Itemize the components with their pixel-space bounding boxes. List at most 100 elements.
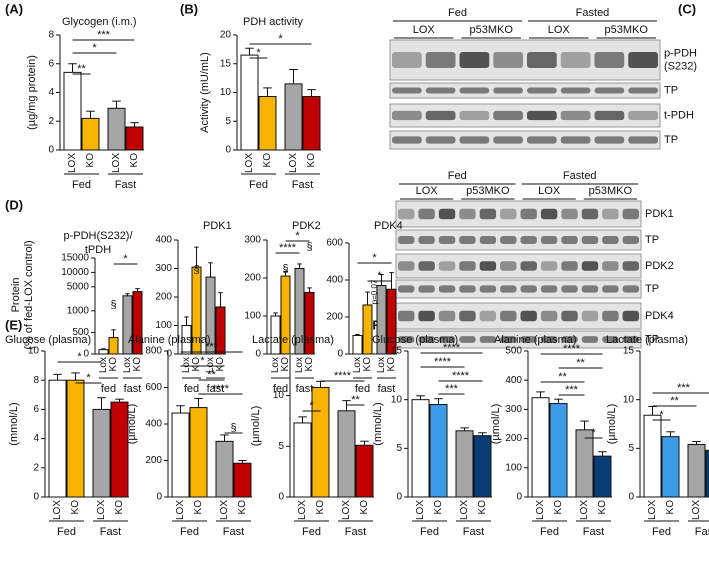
annotation: ** [558, 371, 567, 383]
blot-band [561, 285, 578, 293]
y-axis-label: (µmol/L) [606, 404, 618, 445]
blot-band [594, 87, 625, 94]
y-tick-label: 5000 [67, 281, 90, 292]
y-tick-label: 300 [505, 404, 522, 415]
y-tick-label: 6 [48, 58, 54, 69]
y-tick-label: 0 [48, 145, 54, 156]
panel-label: (D) [5, 197, 23, 212]
bar [311, 386, 330, 498]
bar [549, 403, 568, 498]
y-tick-label: 15 [220, 58, 232, 69]
y-tick-label: 200 [155, 292, 172, 303]
bar [125, 126, 144, 151]
group-label: Fed [420, 526, 439, 538]
y-tick-label: 200 [145, 455, 162, 466]
annotation: *** [445, 383, 459, 395]
blot-band [561, 208, 578, 220]
blot-band [479, 336, 497, 343]
group-label: fed [355, 383, 370, 395]
x-tick-label: KO [477, 500, 488, 515]
blot-band [398, 310, 415, 322]
bar [270, 315, 281, 355]
annotation: ** [207, 369, 216, 381]
group-label: Fast [345, 526, 366, 538]
blot-band [581, 336, 599, 343]
y-axis-label: (mmol/L) [372, 402, 384, 445]
annotation: p=0.07 [370, 279, 379, 304]
group-label: Fed [249, 179, 268, 191]
bar [531, 397, 550, 498]
blot-band [527, 110, 557, 121]
x-tick-label: KO [362, 357, 373, 372]
annotation: * [123, 253, 128, 265]
blot-row-label: PDK4 [645, 310, 674, 322]
blot-band [418, 285, 435, 293]
blot-row-label: PDK2 [645, 260, 674, 272]
y-tick-label: 0 [156, 492, 162, 503]
blot-band [520, 261, 537, 271]
y-tick-label: 500 [505, 346, 522, 357]
blot-band [561, 310, 578, 322]
group-label: Fast [292, 179, 313, 191]
x-tick-label: LOX [297, 500, 308, 520]
blot-band [602, 336, 619, 343]
y-tick-label: 8 [48, 30, 54, 41]
blot-band [581, 208, 599, 220]
x-tick-label: Lox [294, 357, 305, 373]
blot-band [602, 208, 619, 220]
blot-group-label: Fed [448, 170, 467, 182]
bar [411, 399, 430, 498]
x-tick-label: KO [132, 357, 143, 372]
annotation: * [309, 400, 314, 412]
annotation: *** [677, 382, 691, 394]
group-label: Fed [652, 526, 671, 538]
group-label: Fast [583, 526, 604, 538]
bar [107, 107, 126, 151]
blot-band [594, 136, 625, 144]
y-tick-label: 0 [225, 145, 231, 156]
x-tick-label: KO [108, 357, 119, 372]
y-tick-label: 100 [155, 320, 172, 331]
blot-band [493, 110, 523, 121]
blot-band [540, 236, 558, 244]
annotation: *** [97, 29, 111, 41]
y-tick-label: 0 [337, 349, 343, 360]
x-tick-label: KO [280, 357, 291, 372]
chart-title: p-PDH(S232)/ [63, 230, 133, 242]
x-tick-label: KO [315, 500, 326, 515]
blot-subgroup-label: p53MKO [470, 24, 514, 36]
blot-band [622, 261, 639, 271]
x-tick-label: Lox [352, 357, 363, 373]
blot-band [540, 261, 558, 271]
blot-band [459, 285, 476, 293]
x-tick-label: KO [85, 153, 96, 168]
blot-band [527, 87, 557, 94]
y-tick-label: 200 [505, 433, 522, 444]
y-tick-label: 10 [391, 394, 403, 405]
y-tick-label: 0 [278, 492, 284, 503]
y-tick-label: 300 [155, 263, 172, 274]
panel-label: (E) [5, 317, 22, 332]
blot-band [392, 110, 422, 121]
blot-band [459, 87, 490, 94]
y-tick-label: 10 [273, 390, 285, 401]
blot-band [398, 208, 415, 220]
blot-band [493, 87, 523, 94]
x-tick-label: LOX [67, 153, 78, 173]
bar [215, 440, 234, 498]
blot-band [602, 310, 619, 322]
blot-band [459, 136, 490, 144]
x-tick-label: Lox [98, 357, 109, 373]
y-tick-label: 400 [155, 235, 172, 246]
group-label: Fed [540, 526, 559, 538]
blot-band [392, 87, 422, 94]
bar [98, 349, 109, 355]
bar [280, 275, 291, 355]
blot-band [459, 261, 476, 271]
y-tick-label: 0 [83, 349, 89, 360]
x-tick-label: KO [129, 153, 140, 168]
blot-band [561, 336, 578, 343]
x-tick-label: KO [359, 500, 370, 515]
group-label: fast [124, 383, 142, 395]
